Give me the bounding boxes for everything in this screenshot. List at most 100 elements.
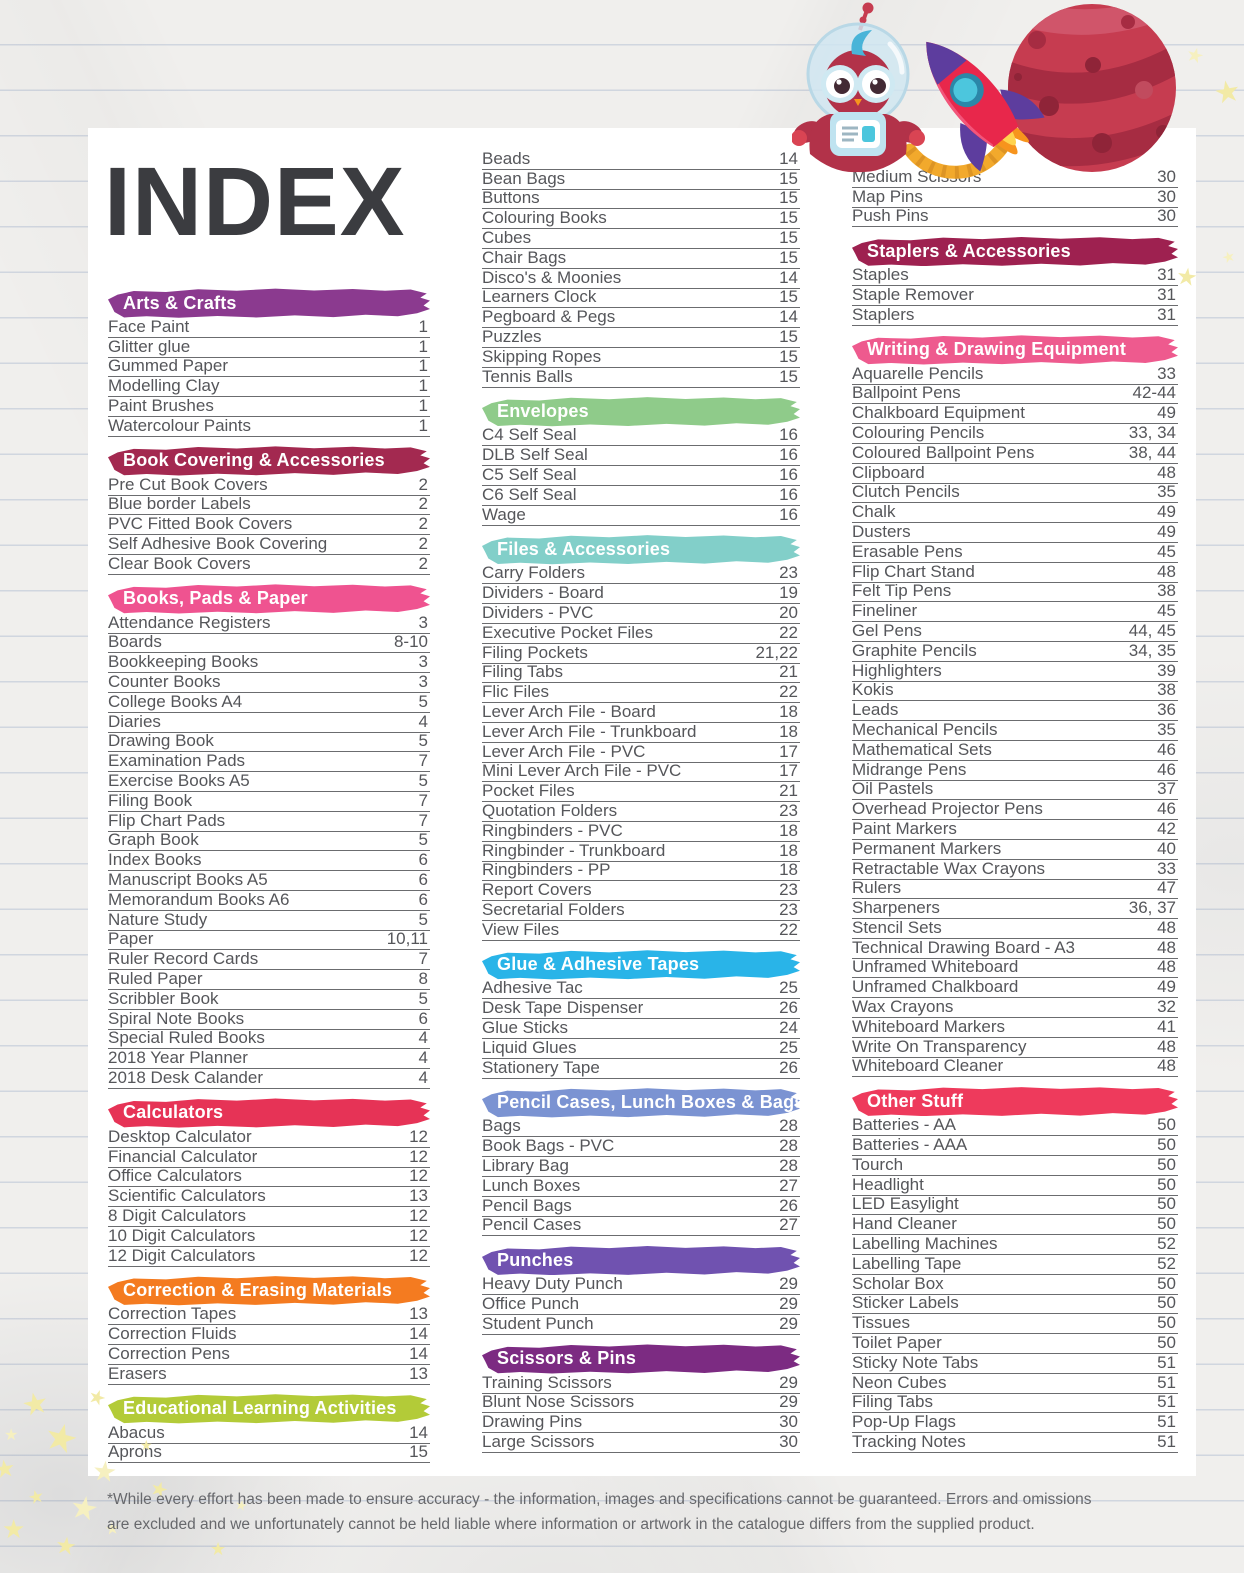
entry-page: 12 [409,1207,428,1225]
entry-page: 51 [1157,1433,1176,1452]
index-entry: Puzzles 15 [482,328,800,348]
entry-label: Training Scissors [482,1373,612,1392]
entry-page: 36, 37 [1128,899,1176,918]
index-entry: Erasers 13 [108,1365,430,1385]
index-entry: Clutch Pencils 35 [852,484,1178,504]
entry-page: 15 [779,209,798,228]
entry-page: 49 [1157,523,1176,541]
entry-label: Unframed Whiteboard [852,958,1019,977]
index-entry: Blunt Nose Scissors 29 [482,1394,800,1414]
page-title: INDEX [104,147,406,256]
index-entry: Mechanical Pencils 35 [852,721,1178,741]
entry-page: 22 [779,623,798,642]
index-entry: Memorandum Books A6 6 [108,891,430,911]
index-entry: Rulers 47 [852,880,1178,900]
entry-label: Sharpeners [852,899,940,918]
entry-page: 45 [1157,542,1176,561]
entry-label: Headlight [852,1175,924,1194]
entry-page: 3 [418,613,428,632]
entry-page: 14 [409,1345,428,1363]
entry-page: 27 [779,1216,798,1235]
entry-label: Highlighters [852,661,942,680]
index-entry: Pop-Up Flags 51 [852,1413,1178,1434]
entry-page: 16 [779,466,798,484]
entry-label: Pop-Up Flags [852,1413,956,1432]
entry-label: Sticky Note Tabs [852,1354,979,1372]
section-title: Arts & Crafts [123,292,237,313]
entry-label: Self Adhesive Book Covering [108,535,328,554]
entry-label: Whiteboard Cleaner [852,1057,1004,1076]
entry-label: Medium Scissors [852,168,982,186]
entry-label: 10 Digit Calculators [108,1226,256,1245]
entry-page: 25 [779,979,798,998]
entry-label: Chalk [852,503,896,522]
entry-label: Aquarelle Pencils [852,364,984,383]
section-title: Books, Pads & Paper [123,588,308,609]
index-entry: Batteries - AAA 50 [852,1136,1178,1157]
entry-label: Lever Arch File - Trunkboard [482,722,697,741]
entry-page: 48 [1157,958,1176,977]
index-entry: Sticky Note Tabs 51 [852,1354,1178,1374]
entry-page: 10,11 [386,930,428,949]
entry-page: 41 [1157,1018,1176,1036]
entry-label: Stencil Sets [852,919,942,937]
entry-label: Buttons [482,189,540,208]
index-entry: Sharpeners 36, 37 [852,899,1178,920]
entry-label: Bean Bags [482,169,566,188]
entry-label: Erasable Pens [852,542,963,561]
entry-page: 33 [1157,859,1176,878]
entry-page: 39 [1157,661,1176,680]
index-entry: Whiteboard Cleaner 48 [852,1058,1178,1078]
index-entry: Toilet Paper 50 [852,1334,1178,1355]
entry-label: Ringbinders - PP [482,861,611,880]
index-entry: Lever Arch File - Trunkboard 18 [482,723,800,743]
index-column-3: Medium Scissors 30 Map Pins 30 Push Pins 30 St… [852,150,1178,1476]
entry-label: Labelling Machines [852,1235,998,1254]
entry-page: 26 [779,999,798,1018]
entry-label: 12 Digit Calculators [108,1246,256,1265]
index-entry: Manuscript Books A5 6 [108,871,430,891]
entry-page: 33 [1157,364,1176,383]
index-entry: Large Scissors 30 [482,1433,800,1454]
index-entry: Quotation Folders 23 [482,802,800,822]
entry-page: 34, 35 [1128,641,1176,660]
entry-label: Drawing Pins [482,1413,583,1432]
entry-page: 6 [418,890,428,909]
entry-page: 48 [1157,938,1176,957]
entry-label: Clipboard [852,463,925,482]
entry-page: 30 [1157,207,1176,226]
index-entry: C4 Self Seal 16 [482,427,800,447]
index-entry: Chalkboard Equipment 49 [852,404,1178,425]
entry-page: 1 [418,357,428,376]
index-entry: Stencil Sets 48 [852,919,1178,939]
entry-label: Pocket Files [482,782,575,801]
entry-page: 16 [779,426,798,445]
index-entry: Clipboard 48 [852,464,1178,484]
entry-label: Felt Tip Pens [852,582,952,601]
entry-label: Oil Pastels [852,780,934,799]
index-entry: Skipping Ropes 15 [482,348,800,368]
entry-label: 8 Digit Calculators [108,1207,246,1225]
index-entry: Correction Fluids 14 [108,1325,430,1346]
entry-label: Large Scissors [482,1433,595,1452]
entry-page: 19 [779,584,798,603]
index-entry: Scholar Box 50 [852,1275,1178,1295]
index-entry: Diaries 4 [108,713,430,733]
index-entry: Lunch Boxes 27 [482,1177,800,1197]
entry-page: 46 [1157,800,1176,819]
entry-label: Toilet Paper [852,1334,942,1353]
index-entry: Fineliner 45 [852,602,1178,623]
entry-label: Flic Files [482,683,550,702]
entry-label: Clear Book Covers [108,555,251,573]
index-entry: Filing Pockets 21,22 [482,644,800,664]
index-entry: Medium Scissors 30 [852,168,1178,188]
entry-label: Overhead Projector Pens [852,800,1043,819]
entry-page: 14 [779,150,798,168]
entry-label: Permanent Markers [852,839,1002,858]
entry-label: Executive Pocket Files [482,623,654,642]
entry-label: Paint Markers [852,820,957,838]
entry-page: 21 [779,663,798,682]
entry-page: 28 [779,1157,798,1176]
index-entry: Ringbinders - PVC 18 [482,822,800,842]
entry-page: 30 [779,1413,798,1432]
